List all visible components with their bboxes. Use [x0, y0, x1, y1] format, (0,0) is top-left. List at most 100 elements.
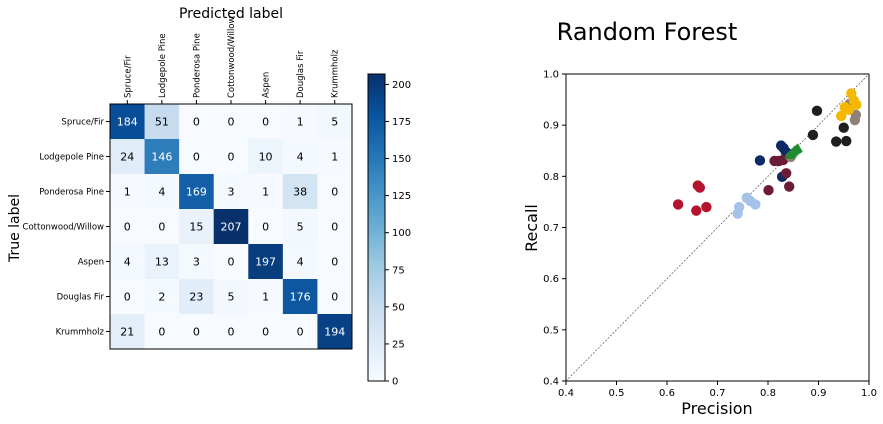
y-tick-label: Aspen: [78, 258, 104, 268]
matrix-cell: [213, 139, 249, 175]
matrix-cell: [248, 209, 284, 245]
matrix-cell-label: 0: [331, 186, 338, 199]
matrix-cell: [317, 279, 353, 315]
scatter-point: [691, 205, 702, 216]
matrix-cell: [213, 104, 249, 140]
colorbar-tick-label: 0: [392, 377, 398, 388]
matrix-cell: [213, 209, 249, 245]
matrix-cell: [179, 279, 215, 315]
scatter-point: [734, 201, 745, 213]
matrix-cell: [282, 104, 318, 140]
matrix-cell: [179, 244, 215, 280]
y-tick-label: 0.5: [543, 325, 559, 336]
matrix-cell: [213, 314, 249, 350]
matrix-cell-label: 197: [255, 256, 276, 269]
matrix-cell-label: 5: [331, 116, 338, 129]
x-tick-label: Aspen: [262, 72, 272, 98]
matrix-cell: [282, 244, 318, 280]
colorbar-gradient: [367, 73, 386, 382]
matrix-cell: [248, 279, 284, 315]
colorbar-tick-label: 100: [392, 228, 411, 239]
matrix-cell: [282, 279, 318, 315]
scatter-point: [763, 184, 774, 196]
matrix-cell-label: 184: [117, 116, 138, 129]
scatter-y-ticks: 0.4 0.5 0.6 0.7 0.8 0.9 1.0: [543, 70, 566, 388]
x-tick-label: 0.6: [659, 388, 675, 399]
x-tick-label: 1.0: [861, 388, 877, 399]
matrix-cell: [248, 314, 284, 350]
colorbar: 0 25 50 75 100 125 150 175 200: [367, 73, 411, 388]
x-tick-label: 0.9: [811, 388, 827, 399]
matrix-cell: [144, 174, 180, 210]
scatter-ylabel: Recall: [522, 204, 541, 252]
matrix-cell: [317, 209, 353, 245]
matrix-cell: [110, 279, 145, 315]
matrix-cell-label: 21: [120, 326, 134, 339]
matrix-cell-label: 15: [189, 221, 203, 234]
confusion-matrix-cell-labels: 184 51 0 0 0 1 524 146 0 0 10 4 11 4 169 3 1 38 00 0 15 207 0 5…: [117, 116, 345, 339]
y-tick-label: Spruce/Fir: [61, 118, 104, 128]
scatter-point: [780, 168, 792, 179]
confusion-matrix-title: Predicted label: [179, 6, 283, 22]
matrix-cell: [213, 244, 249, 280]
matrix-cell-label: 2: [158, 291, 165, 304]
scatter-point: [750, 199, 761, 210]
matrix-cell: [144, 209, 180, 245]
confusion-matrix-cells: [110, 104, 353, 350]
matrix-cell: [282, 314, 318, 350]
matrix-cell-label: 5: [228, 291, 235, 304]
matrix-cell: [282, 209, 318, 245]
y-tick-label: Ponderosa Pine: [39, 188, 104, 198]
matrix-cell-label: 10: [259, 151, 273, 164]
matrix-cell: [179, 104, 215, 140]
matrix-cell-label: 4: [158, 186, 165, 199]
matrix-cell: [110, 314, 145, 350]
matrix-cell-label: 1: [297, 116, 304, 129]
matrix-cell-label: 0: [124, 291, 131, 304]
confusion-matrix-ylabel: True label: [7, 194, 23, 263]
matrix-cell-label: 1: [331, 151, 338, 164]
matrix-cell-label: 23: [189, 291, 203, 304]
matrix-cell-label: 5: [297, 221, 304, 234]
matrix-cell-label: 4: [124, 256, 131, 269]
scatter-point: [792, 143, 804, 153]
scatter-point: [694, 182, 706, 193]
matrix-cell: [144, 314, 180, 350]
matrix-cell-label: 0: [193, 326, 200, 339]
scatter-title: Random Forest: [557, 18, 738, 46]
x-tick-label: Krummholz: [331, 49, 341, 98]
matrix-cell-label: 0: [193, 116, 200, 129]
y-tick-label: 0.4: [543, 377, 559, 388]
matrix-cell-label: 24: [120, 151, 134, 164]
matrix-cell-label: 3: [193, 256, 200, 269]
x-tick-label: Ponderosa Pine: [192, 33, 202, 98]
confusion-matrix-frame: [109, 103, 353, 350]
scatter-point: [841, 135, 852, 147]
matrix-cell: [144, 244, 180, 280]
scatter-point: [843, 104, 854, 116]
matrix-cell: [144, 139, 180, 175]
diagonal-reference-line: [565, 73, 870, 382]
matrix-cell: [144, 104, 180, 140]
scatter-point: [754, 155, 766, 166]
matrix-cell: [179, 314, 215, 350]
matrix-cell-label: 0: [262, 326, 269, 339]
scatter-point: [701, 201, 712, 213]
y-tick-label: Krummholz: [56, 328, 105, 338]
colorbar-tick-label: 175: [392, 117, 411, 128]
matrix-cell-label: 0: [158, 326, 165, 339]
matrix-cell: [282, 174, 318, 210]
matrix-cell: [317, 139, 353, 175]
x-tick-label: Cottonwood/Willow: [227, 16, 237, 98]
colorbar-ticks: 0 25 50 75 100 125 150 175 200: [385, 80, 411, 388]
matrix-cell-label: 0: [262, 116, 269, 129]
matrix-cell-label: 169: [186, 186, 207, 199]
scatter-point: [838, 122, 849, 133]
y-tick-label: 0.7: [543, 223, 559, 234]
matrix-cell: [317, 174, 353, 210]
matrix-cell: [110, 139, 145, 175]
matrix-cell-label: 0: [297, 326, 304, 339]
colorbar-tick-label: 150: [392, 154, 411, 165]
matrix-cell-label: 1: [262, 291, 269, 304]
